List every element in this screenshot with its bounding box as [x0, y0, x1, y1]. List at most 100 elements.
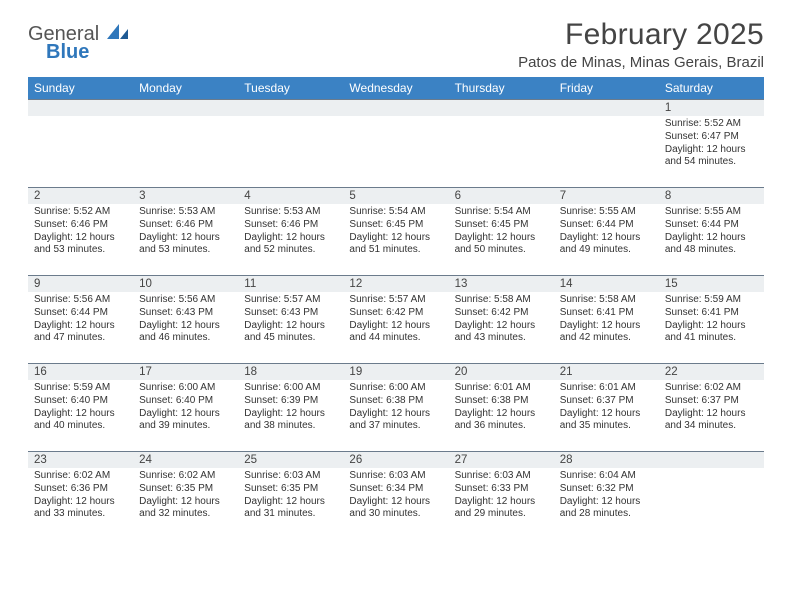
sunrise-line: Sunrise: 6:03 AM [349, 470, 442, 483]
calendar-cell [659, 452, 764, 540]
daylight-line: Daylight: 12 hours and 54 minutes. [665, 144, 758, 170]
sunrise-line: Sunrise: 6:02 AM [665, 382, 758, 395]
sunset-line: Sunset: 6:33 PM [455, 483, 548, 496]
sunset-line: Sunset: 6:40 PM [34, 395, 127, 408]
day-number-empty [343, 100, 448, 116]
day-number: 7 [554, 188, 659, 204]
sunset-line: Sunset: 6:34 PM [349, 483, 442, 496]
day-number: 13 [449, 276, 554, 292]
day-number-empty [449, 100, 554, 116]
calendar-cell [449, 100, 554, 188]
weekday-header: Tuesday [238, 77, 343, 100]
day-details: Sunrise: 5:54 AMSunset: 6:45 PMDaylight:… [449, 204, 554, 261]
daylight-line: Daylight: 12 hours and 43 minutes. [455, 320, 548, 346]
day-number: 14 [554, 276, 659, 292]
day-details: Sunrise: 6:00 AMSunset: 6:38 PMDaylight:… [343, 380, 448, 437]
sunset-line: Sunset: 6:39 PM [244, 395, 337, 408]
sunrise-line: Sunrise: 5:57 AM [349, 294, 442, 307]
day-number-empty [554, 100, 659, 116]
daylight-line: Daylight: 12 hours and 51 minutes. [349, 232, 442, 258]
calendar-cell: 27Sunrise: 6:03 AMSunset: 6:33 PMDayligh… [449, 452, 554, 540]
day-number: 11 [238, 276, 343, 292]
daylight-line: Daylight: 12 hours and 36 minutes. [455, 408, 548, 434]
day-details: Sunrise: 5:59 AMSunset: 6:40 PMDaylight:… [28, 380, 133, 437]
daylight-line: Daylight: 12 hours and 53 minutes. [34, 232, 127, 258]
calendar-cell: 20Sunrise: 6:01 AMSunset: 6:38 PMDayligh… [449, 364, 554, 452]
sunset-line: Sunset: 6:43 PM [244, 307, 337, 320]
daylight-line: Daylight: 12 hours and 49 minutes. [560, 232, 653, 258]
calendar-cell [554, 100, 659, 188]
sunrise-line: Sunrise: 6:02 AM [139, 470, 232, 483]
daylight-line: Daylight: 12 hours and 44 minutes. [349, 320, 442, 346]
calendar-cell: 14Sunrise: 5:58 AMSunset: 6:41 PMDayligh… [554, 276, 659, 364]
logo-word2: Blue [46, 42, 129, 62]
sunrise-line: Sunrise: 5:57 AM [244, 294, 337, 307]
day-number: 25 [238, 452, 343, 468]
calendar-cell [28, 100, 133, 188]
day-details: Sunrise: 5:55 AMSunset: 6:44 PMDaylight:… [659, 204, 764, 261]
day-number-empty [133, 100, 238, 116]
sunrise-line: Sunrise: 6:02 AM [34, 470, 127, 483]
daylight-line: Daylight: 12 hours and 32 minutes. [139, 496, 232, 522]
calendar-cell: 3Sunrise: 5:53 AMSunset: 6:46 PMDaylight… [133, 188, 238, 276]
sunset-line: Sunset: 6:46 PM [34, 219, 127, 232]
sunrise-line: Sunrise: 5:54 AM [349, 206, 442, 219]
sunrise-line: Sunrise: 5:54 AM [455, 206, 548, 219]
calendar-cell: 18Sunrise: 6:00 AMSunset: 6:39 PMDayligh… [238, 364, 343, 452]
weekday-header: Saturday [659, 77, 764, 100]
calendar-cell [238, 100, 343, 188]
sunset-line: Sunset: 6:35 PM [244, 483, 337, 496]
weekday-header-row: SundayMondayTuesdayWednesdayThursdayFrid… [28, 77, 764, 100]
sunset-line: Sunset: 6:44 PM [665, 219, 758, 232]
day-details: Sunrise: 5:55 AMSunset: 6:44 PMDaylight:… [554, 204, 659, 261]
day-details: Sunrise: 6:00 AMSunset: 6:39 PMDaylight:… [238, 380, 343, 437]
day-details: Sunrise: 5:58 AMSunset: 6:41 PMDaylight:… [554, 292, 659, 349]
day-details: Sunrise: 6:03 AMSunset: 6:33 PMDaylight:… [449, 468, 554, 525]
sunrise-line: Sunrise: 5:56 AM [34, 294, 127, 307]
calendar-cell: 2Sunrise: 5:52 AMSunset: 6:46 PMDaylight… [28, 188, 133, 276]
day-number: 15 [659, 276, 764, 292]
day-details: Sunrise: 6:02 AMSunset: 6:37 PMDaylight:… [659, 380, 764, 437]
day-number: 9 [28, 276, 133, 292]
sunrise-line: Sunrise: 5:58 AM [455, 294, 548, 307]
calendar-cell: 16Sunrise: 5:59 AMSunset: 6:40 PMDayligh… [28, 364, 133, 452]
weekday-header: Monday [133, 77, 238, 100]
calendar-row: 2Sunrise: 5:52 AMSunset: 6:46 PMDaylight… [28, 188, 764, 276]
day-details: Sunrise: 5:56 AMSunset: 6:43 PMDaylight:… [133, 292, 238, 349]
day-number: 22 [659, 364, 764, 380]
sunrise-line: Sunrise: 5:59 AM [665, 294, 758, 307]
day-details: Sunrise: 5:57 AMSunset: 6:42 PMDaylight:… [343, 292, 448, 349]
day-number: 27 [449, 452, 554, 468]
day-details: Sunrise: 6:02 AMSunset: 6:35 PMDaylight:… [133, 468, 238, 525]
day-number: 21 [554, 364, 659, 380]
day-details: Sunrise: 6:04 AMSunset: 6:32 PMDaylight:… [554, 468, 659, 525]
sunrise-line: Sunrise: 6:00 AM [139, 382, 232, 395]
daylight-line: Daylight: 12 hours and 33 minutes. [34, 496, 127, 522]
daylight-line: Daylight: 12 hours and 45 minutes. [244, 320, 337, 346]
sunset-line: Sunset: 6:41 PM [560, 307, 653, 320]
sunrise-line: Sunrise: 6:00 AM [244, 382, 337, 395]
sunrise-line: Sunrise: 5:53 AM [244, 206, 337, 219]
weekday-header: Friday [554, 77, 659, 100]
calendar-cell: 17Sunrise: 6:00 AMSunset: 6:40 PMDayligh… [133, 364, 238, 452]
sunrise-line: Sunrise: 5:55 AM [560, 206, 653, 219]
sunset-line: Sunset: 6:40 PM [139, 395, 232, 408]
calendar-cell: 25Sunrise: 6:03 AMSunset: 6:35 PMDayligh… [238, 452, 343, 540]
sunset-line: Sunset: 6:38 PM [349, 395, 442, 408]
daylight-line: Daylight: 12 hours and 46 minutes. [139, 320, 232, 346]
logo-sail-icon [107, 23, 129, 45]
sunrise-line: Sunrise: 6:00 AM [349, 382, 442, 395]
sunset-line: Sunset: 6:46 PM [244, 219, 337, 232]
day-details: Sunrise: 5:59 AMSunset: 6:41 PMDaylight:… [659, 292, 764, 349]
day-number: 23 [28, 452, 133, 468]
calendar-row: 23Sunrise: 6:02 AMSunset: 6:36 PMDayligh… [28, 452, 764, 540]
calendar-cell: 1Sunrise: 5:52 AMSunset: 6:47 PMDaylight… [659, 100, 764, 188]
sunrise-line: Sunrise: 5:52 AM [34, 206, 127, 219]
calendar-cell: 7Sunrise: 5:55 AMSunset: 6:44 PMDaylight… [554, 188, 659, 276]
daylight-line: Daylight: 12 hours and 47 minutes. [34, 320, 127, 346]
sunset-line: Sunset: 6:42 PM [455, 307, 548, 320]
sunset-line: Sunset: 6:36 PM [34, 483, 127, 496]
header: General Blue February 2025 Patos de Mina… [28, 18, 764, 71]
sunset-line: Sunset: 6:44 PM [34, 307, 127, 320]
sunset-line: Sunset: 6:35 PM [139, 483, 232, 496]
